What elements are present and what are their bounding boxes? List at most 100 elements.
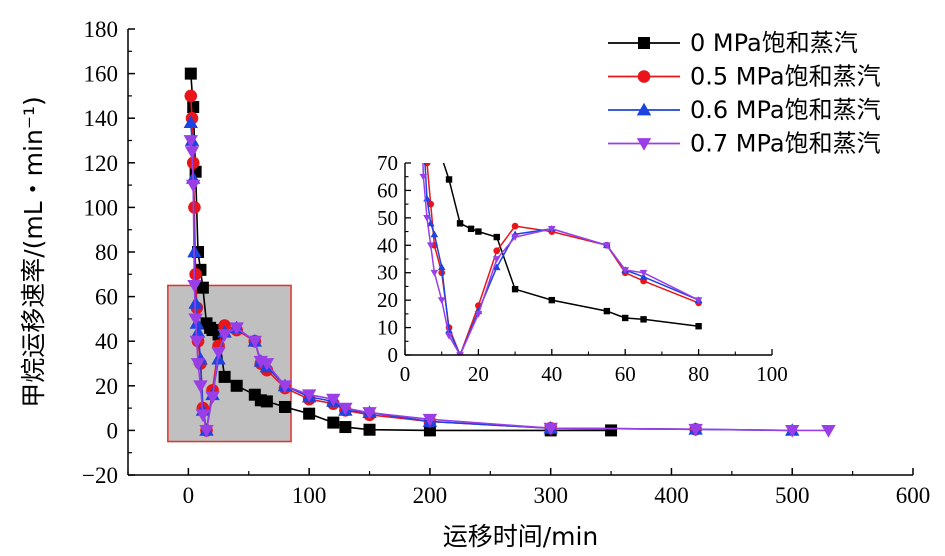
x-tick-label: 0 xyxy=(183,483,195,508)
x-tick-label: 100 xyxy=(292,483,327,508)
y-tick-label: 140 xyxy=(84,106,119,131)
data-point xyxy=(248,388,261,401)
data-point xyxy=(474,310,483,318)
series-3 xyxy=(409,0,703,355)
x-tick-label: 400 xyxy=(654,483,689,508)
inset-x-tick-label: 0 xyxy=(400,362,411,386)
inset-x-tick-label: 100 xyxy=(756,362,788,386)
y-tick-label: 80 xyxy=(95,240,118,265)
data-point xyxy=(211,346,226,360)
data-point xyxy=(420,77,427,84)
data-point xyxy=(338,402,353,416)
data-point xyxy=(187,101,200,114)
legend-label: 0.5 MPa饱和蒸汽 xyxy=(690,63,881,91)
data-point xyxy=(196,281,209,294)
y-tick-label: 120 xyxy=(84,151,119,176)
inset-x-tick-label: 60 xyxy=(615,362,636,386)
data-point xyxy=(423,214,431,222)
data-point xyxy=(694,297,703,304)
y-tick-label: 20 xyxy=(95,374,118,399)
data-point xyxy=(362,407,377,420)
data-point xyxy=(199,425,214,438)
inset-y-tick-label: 50 xyxy=(377,206,398,230)
data-point xyxy=(548,296,555,304)
data-point xyxy=(409,0,417,2)
data-point xyxy=(186,179,201,193)
data-point xyxy=(187,280,202,293)
data-point xyxy=(416,22,423,29)
data-point xyxy=(695,323,702,330)
data-point xyxy=(603,242,611,250)
data-point xyxy=(423,424,436,437)
data-point xyxy=(439,154,445,160)
data-point xyxy=(416,41,424,48)
data-point xyxy=(456,220,464,227)
x-tick-label: 200 xyxy=(413,483,448,508)
legend-label: 0.6 MPa饱和蒸汽 xyxy=(690,96,881,124)
highlight-box xyxy=(167,284,292,443)
inset-background xyxy=(405,163,772,355)
legend-label: 0.7 MPa饱和蒸汽 xyxy=(690,130,881,158)
data-point xyxy=(437,263,446,271)
x-tick-label: 600 xyxy=(896,483,931,508)
inset-series-layer xyxy=(409,0,703,355)
series-0 xyxy=(431,132,702,330)
data-point xyxy=(475,228,482,235)
data-point xyxy=(183,115,198,129)
data-point xyxy=(193,380,208,393)
inset-y-tick-label: 70 xyxy=(377,151,398,175)
data-point xyxy=(420,132,428,139)
inset-x-tick-label: 80 xyxy=(688,362,709,386)
main-axes: 0 100 200 300 400 500 600−20020406080100120140… xyxy=(82,17,930,508)
legend-marker xyxy=(638,37,650,49)
data-point xyxy=(431,132,437,138)
y-tick-label: 60 xyxy=(95,285,118,310)
data-point xyxy=(437,297,446,304)
y-axis-title: 甲烷运移速率/(mL・min⁻¹) xyxy=(19,96,48,408)
data-point xyxy=(419,173,428,181)
data-point xyxy=(445,332,453,340)
data-point xyxy=(456,352,464,355)
data-point xyxy=(205,391,220,405)
data-point xyxy=(492,263,501,271)
data-point xyxy=(445,326,453,334)
y-tick-label: 160 xyxy=(84,62,119,87)
data-point xyxy=(190,358,206,371)
data-point xyxy=(195,409,211,422)
data-point xyxy=(493,233,500,241)
x-tick-label: 500 xyxy=(775,483,810,508)
legend-marker xyxy=(636,102,652,116)
legend-marker xyxy=(637,70,651,83)
legend-item: 0 MPa饱和蒸汽 xyxy=(608,29,858,57)
data-point xyxy=(430,269,439,277)
legend: 0 MPa饱和蒸汽 0.5 MPa饱和蒸汽 0.6 MPa饱和蒸汽 0.7 MPa饱和… xyxy=(608,29,881,158)
data-point xyxy=(230,379,243,392)
legend-marker xyxy=(636,138,652,151)
data-point xyxy=(603,307,611,315)
inset-y-tick-label: 10 xyxy=(377,316,398,340)
data-point xyxy=(688,423,703,437)
data-point xyxy=(639,269,648,277)
data-point xyxy=(327,416,340,429)
data-point xyxy=(426,242,435,250)
data-point xyxy=(190,325,206,338)
data-point xyxy=(622,314,629,322)
y-tick-label: 40 xyxy=(95,329,118,354)
data-point xyxy=(492,256,501,263)
series-3 xyxy=(183,135,836,438)
data-point xyxy=(640,316,647,323)
data-point xyxy=(279,400,291,413)
highlight-region xyxy=(167,284,292,443)
legend-item: 0.7 MPa饱和蒸汽 xyxy=(608,130,881,158)
inset-y-tick-label: 60 xyxy=(377,178,398,202)
data-point xyxy=(511,234,519,241)
data-point xyxy=(430,230,439,238)
data-point xyxy=(785,425,800,438)
data-point xyxy=(260,395,273,408)
y-tick-label: −20 xyxy=(82,463,118,488)
data-point xyxy=(184,146,200,159)
data-point xyxy=(188,313,203,327)
